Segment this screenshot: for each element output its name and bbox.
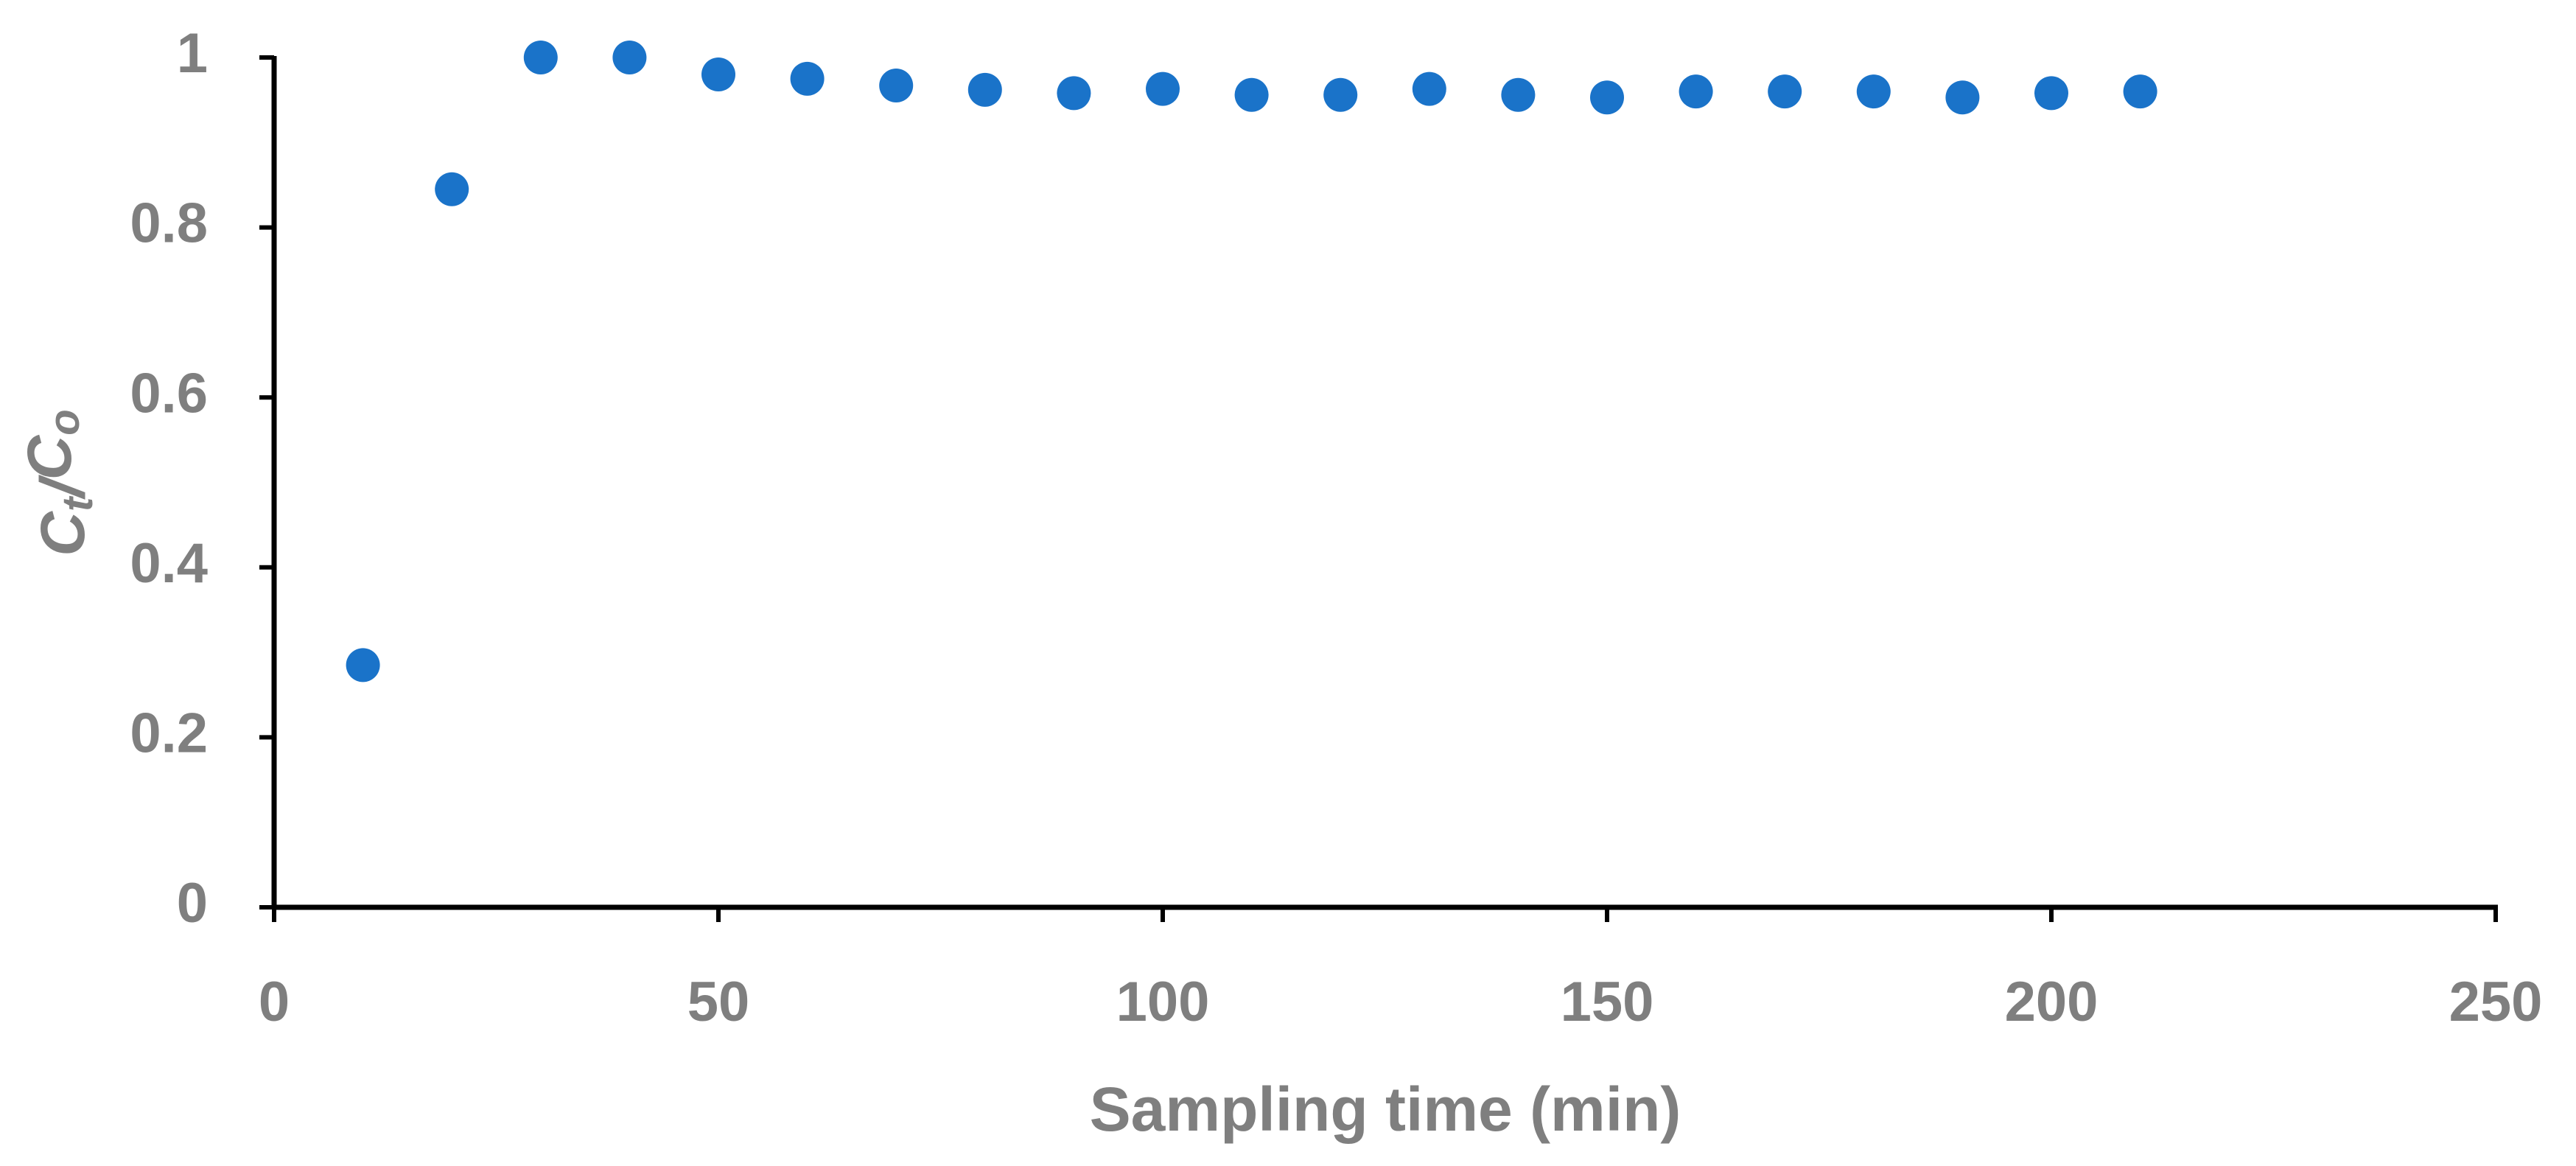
y-tick-label: 0.8 <box>130 192 208 255</box>
y-axis-title: Ct/Co <box>15 409 102 556</box>
data-point <box>1146 71 1180 106</box>
data-point <box>1501 77 1536 112</box>
data-point <box>612 41 647 74</box>
y-tick-label: 0 <box>177 872 208 935</box>
data-point <box>435 172 469 206</box>
x-tick-label: 50 <box>687 971 750 1033</box>
data-point <box>523 41 558 74</box>
y-tick-label: 1 <box>177 22 208 85</box>
data-point <box>1057 76 1091 111</box>
y-tick-label: 0.2 <box>130 702 208 764</box>
y-tick-label: 0.4 <box>130 532 208 595</box>
x-tick-label: 150 <box>1561 971 1654 1033</box>
x-tick-label: 0 <box>259 971 290 1033</box>
data-point <box>1945 80 1980 115</box>
data-point <box>1234 77 1269 112</box>
data-point <box>790 61 825 96</box>
data-point <box>1323 77 1358 112</box>
data-point <box>1412 71 1446 106</box>
data-point <box>2123 74 2157 109</box>
y-tick-label: 0.6 <box>130 362 208 425</box>
data-point <box>2034 76 2068 111</box>
x-tick-label: 200 <box>2005 971 2099 1033</box>
x-tick-label: 250 <box>2449 971 2543 1033</box>
data-point <box>967 72 1002 107</box>
data-point <box>346 648 380 683</box>
x-axis-title: Sampling time (min) <box>1090 1075 1681 1144</box>
data-point <box>879 69 914 103</box>
data-point <box>1679 74 1713 109</box>
x-tick-label: 100 <box>1116 971 1210 1033</box>
data-point <box>1590 80 1624 115</box>
data-point <box>1768 74 1802 109</box>
data-point <box>1856 74 1891 109</box>
data-point <box>701 57 735 92</box>
